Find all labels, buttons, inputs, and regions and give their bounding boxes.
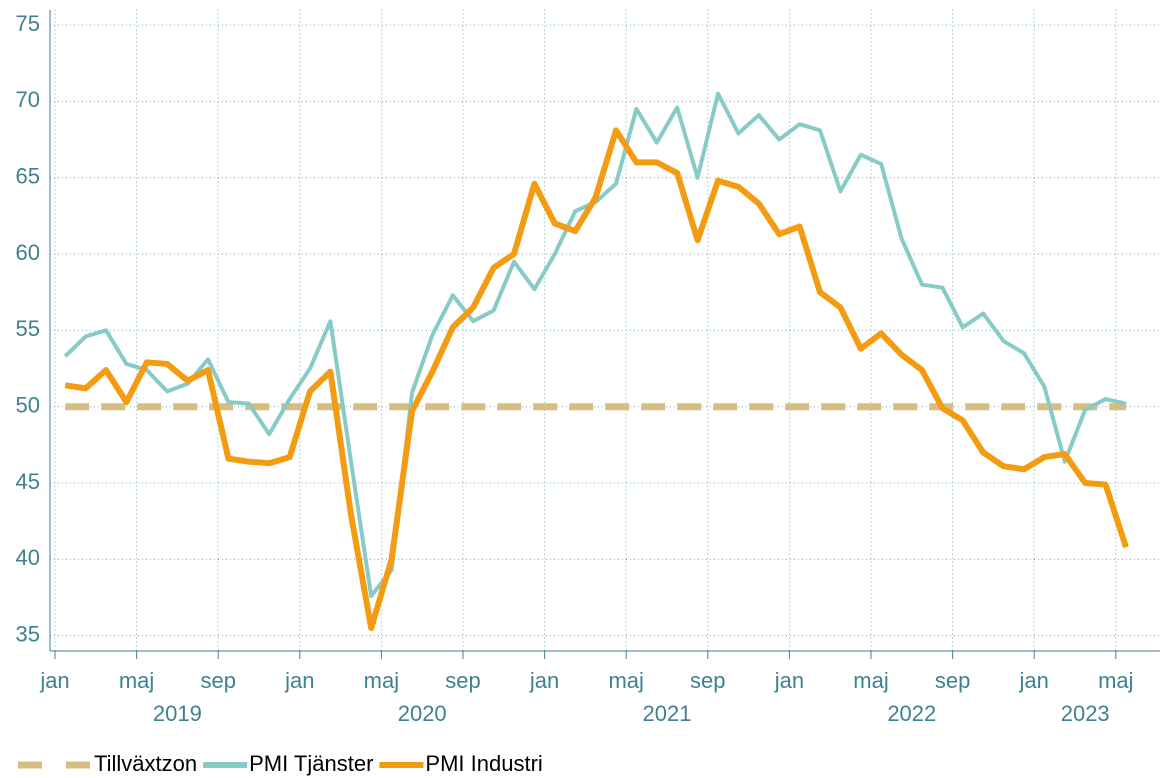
series-line (64, 127, 1129, 632)
x-tick-label: jan (529, 668, 559, 693)
legend-label: PMI Tjänster (249, 751, 373, 776)
x-tick-label: jan (1019, 668, 1049, 693)
x-tick-label: maj (608, 668, 643, 693)
x-tick-label: maj (853, 668, 888, 693)
x-tick-label: maj (1098, 668, 1133, 693)
x-tick-label: maj (119, 668, 154, 693)
y-tick-label: 45 (16, 469, 40, 494)
year-label: 2020 (398, 701, 447, 726)
y-tick-label: 70 (16, 87, 40, 112)
year-label: 2021 (643, 701, 692, 726)
year-label: 2019 (153, 701, 202, 726)
x-tick-label: sep (200, 668, 235, 693)
y-tick-label: 75 (16, 11, 40, 36)
legend-label: PMI Industri (425, 751, 542, 776)
x-tick-label: sep (690, 668, 725, 693)
x-tick-label: jan (39, 668, 69, 693)
year-label: 2023 (1061, 701, 1110, 726)
year-label: 2022 (887, 701, 936, 726)
x-tick-label: jan (774, 668, 804, 693)
x-tick-label: maj (364, 668, 399, 693)
x-tick-label: sep (445, 668, 480, 693)
legend-label: Tillväxtzon (94, 751, 197, 776)
y-tick-label: 65 (16, 163, 40, 188)
y-tick-label: 50 (16, 393, 40, 418)
x-tick-label: jan (284, 668, 314, 693)
series-line (63, 91, 1127, 599)
x-tick-label: sep (935, 668, 970, 693)
y-tick-label: 40 (16, 545, 40, 570)
y-tick-label: 55 (16, 316, 40, 341)
y-tick-label: 35 (16, 622, 40, 647)
y-tick-label: 60 (16, 240, 40, 265)
